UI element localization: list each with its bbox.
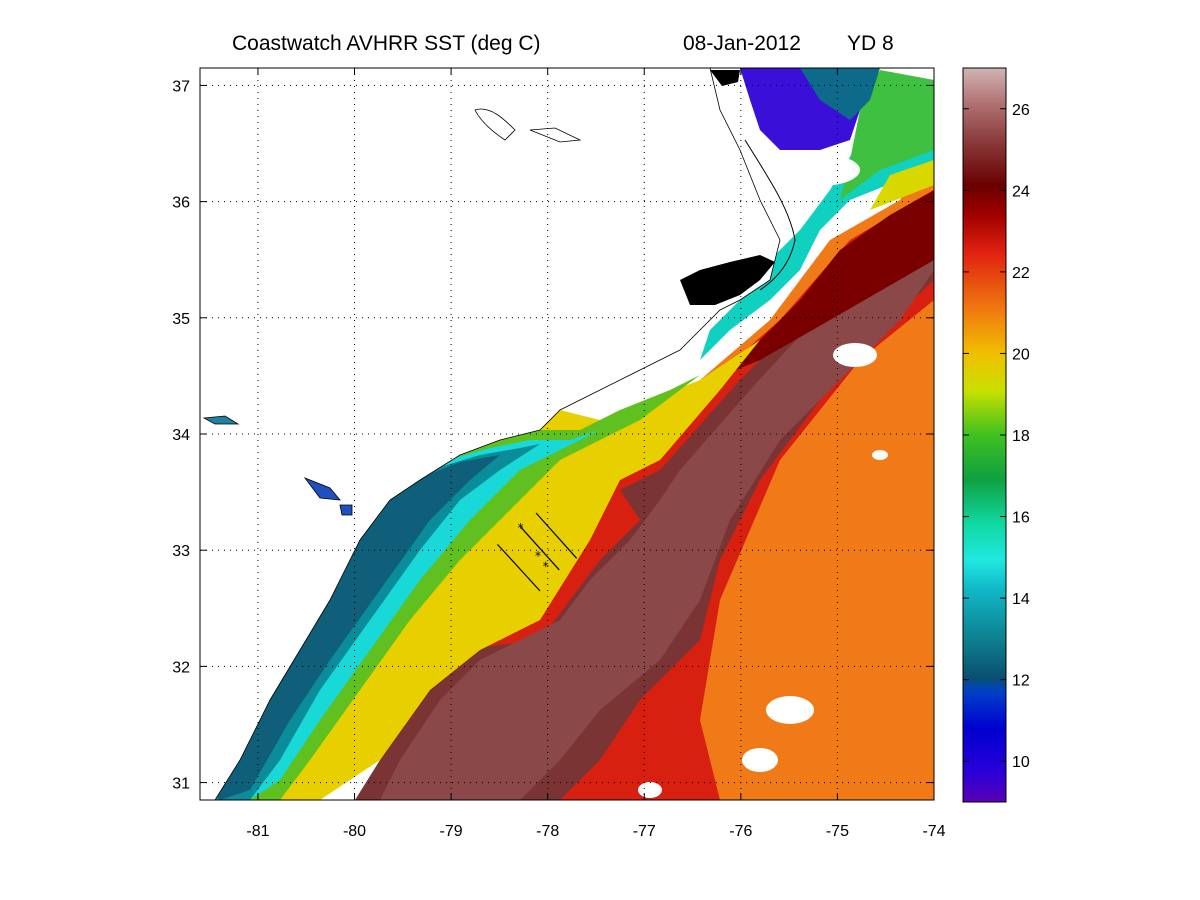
chesapeake-area: [710, 70, 740, 86]
colorbar-tick-label: 20: [1012, 346, 1030, 363]
colorbar-tick-label: 14: [1012, 591, 1030, 608]
colorbar-tick-label: 26: [1012, 102, 1030, 119]
station-marker: *: [543, 559, 549, 573]
station-marker: *: [535, 549, 541, 563]
inland-water-2: [529, 127, 582, 143]
dark-red-edge: [700, 190, 934, 385]
inland-water-1: [474, 108, 516, 141]
map-frame: [199, 67, 935, 801]
transect-line: [520, 526, 560, 571]
latitude-tick-label: 35: [172, 311, 190, 328]
longitude-tick-label: -76: [729, 823, 752, 840]
colorbar-tick-label: 10: [1012, 754, 1030, 771]
shelf-water-cyan: [225, 430, 600, 800]
cold-teal-water: [800, 68, 880, 120]
gulf-stream-inner: [380, 205, 934, 800]
map-title-yearday: YD 8: [847, 32, 894, 55]
latitude-tick-label: 36: [172, 195, 190, 212]
outer-banks: [744, 139, 796, 291]
longitude-tick-label: -77: [633, 823, 656, 840]
shelf-water-green: [240, 375, 700, 800]
latitude-tick-label: 37: [172, 78, 190, 95]
colorbar-ticks: 10 12 14 16 18 20 22 24 26: [963, 102, 1030, 771]
longitude-tick-label: -79: [440, 823, 463, 840]
inland-water-3: [303, 477, 341, 501]
longitude-tick-label: -78: [536, 823, 559, 840]
transect-line: [497, 543, 541, 592]
latitude-tick-label: 32: [172, 659, 190, 676]
sst-colorbar: 10 12 14 16 18 20 22 24 26: [962, 67, 1030, 803]
northern-yellow-water: [870, 160, 934, 210]
latitude-tick-label: 31: [172, 776, 190, 793]
land-mass: [199, 67, 781, 801]
longitude-tick-label: -75: [826, 823, 849, 840]
colorbar-tick-label: 16: [1012, 510, 1030, 527]
gulf-stream-core: [355, 195, 934, 800]
map-title-date: 08-Jan-2012: [683, 32, 801, 55]
transect-line: [535, 512, 578, 559]
pamlico-sound: [680, 255, 775, 305]
colorbar-tick-label: 24: [1012, 183, 1030, 200]
station-marker: *: [518, 521, 524, 535]
transects: ***: [497, 512, 578, 592]
colorbar-tick-label: 22: [1012, 265, 1030, 282]
latitude-tick-label: 33: [172, 543, 190, 560]
latitude-tick-labels: 31 32 33 34 35 36 37: [172, 78, 190, 792]
colorbar-scale: [962, 67, 1007, 803]
shelf-water-deepteal: [210, 455, 500, 800]
longitude-tick-label: -80: [343, 823, 366, 840]
map-title-product: Coastwatch AVHRR SST (deg C): [232, 32, 541, 55]
colorbar-tick-label: 12: [1012, 673, 1030, 690]
longitude-tick-labels: -81 -80 -79 -78 -77 -76 -75 -74: [246, 823, 945, 840]
inland-water-4: [339, 504, 353, 516]
cloud-patches: [638, 154, 888, 798]
colorbar-tick-label: 18: [1012, 428, 1030, 445]
latitude-tick-label: 34: [172, 427, 190, 444]
sst-map: *** -81 -80 -79 -78 -77 -76 -75 -74 31323334353…: [172, 67, 946, 840]
longitude-tick-label: -74: [922, 823, 945, 840]
sst-field: [210, 68, 934, 800]
shelf-water-yellow: [250, 340, 760, 800]
inland-water-5: [202, 415, 240, 425]
northern-green-water: [840, 70, 934, 200]
longitude-tick-label: -81: [246, 823, 269, 840]
